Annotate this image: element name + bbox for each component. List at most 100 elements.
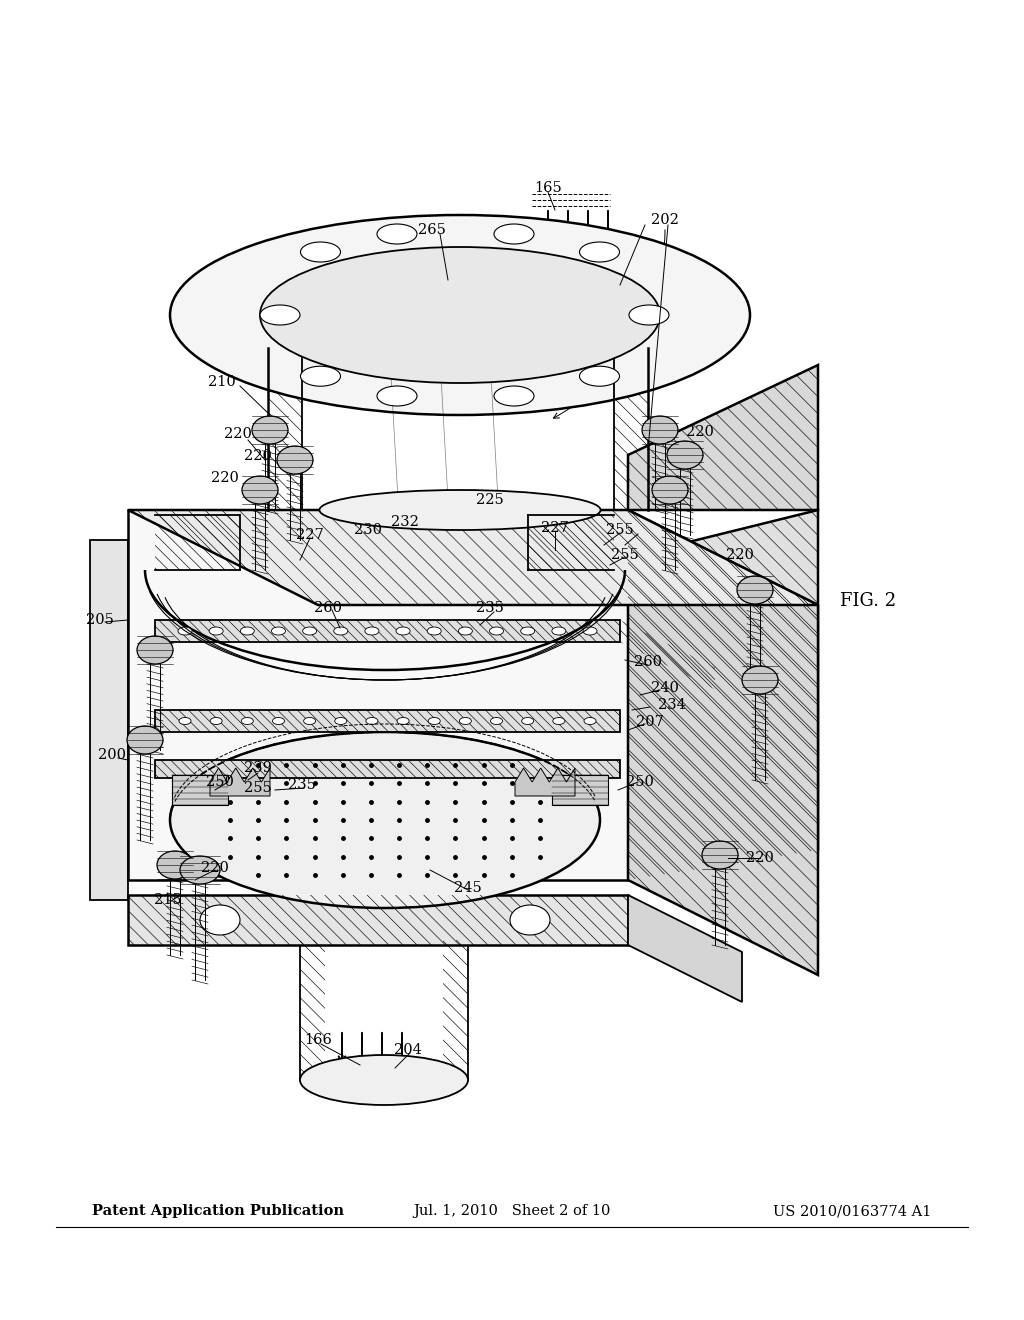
Ellipse shape (157, 851, 193, 879)
Text: x: x (440, 649, 447, 663)
Text: 239: 239 (244, 762, 272, 775)
Ellipse shape (170, 215, 750, 414)
Text: 227: 227 (296, 528, 324, 543)
Text: US 2010/0163774 A1: US 2010/0163774 A1 (773, 1204, 932, 1218)
Ellipse shape (271, 627, 286, 635)
Text: 232: 232 (391, 515, 419, 529)
Ellipse shape (365, 627, 379, 635)
Text: 260: 260 (314, 601, 342, 615)
Polygon shape (552, 775, 608, 805)
Ellipse shape (300, 366, 341, 387)
Ellipse shape (334, 627, 348, 635)
Ellipse shape (521, 718, 534, 725)
Ellipse shape (366, 718, 378, 725)
Ellipse shape (552, 627, 566, 635)
Ellipse shape (319, 490, 601, 531)
Text: Patent Application Publication: Patent Application Publication (92, 1204, 344, 1218)
Text: 220: 220 (244, 449, 272, 463)
Polygon shape (628, 895, 742, 1002)
Ellipse shape (272, 718, 285, 725)
Polygon shape (515, 768, 575, 796)
Ellipse shape (260, 247, 660, 383)
Ellipse shape (460, 718, 471, 725)
Ellipse shape (494, 224, 534, 244)
Ellipse shape (252, 416, 288, 444)
Ellipse shape (179, 718, 191, 725)
Ellipse shape (377, 385, 417, 407)
Text: 165: 165 (535, 181, 562, 195)
Polygon shape (90, 540, 128, 900)
Ellipse shape (494, 385, 534, 407)
Ellipse shape (178, 627, 193, 635)
Ellipse shape (490, 718, 503, 725)
Text: FIG. 2: FIG. 2 (840, 591, 896, 610)
Ellipse shape (200, 906, 240, 935)
Ellipse shape (520, 627, 535, 635)
Ellipse shape (553, 718, 565, 725)
Text: Jul. 1, 2010   Sheet 2 of 10: Jul. 1, 2010 Sheet 2 of 10 (414, 1204, 610, 1218)
Ellipse shape (180, 855, 220, 884)
Text: 200: 200 (98, 748, 126, 762)
Text: 202: 202 (651, 213, 679, 227)
Polygon shape (628, 366, 818, 510)
Ellipse shape (427, 627, 441, 635)
Text: 210: 210 (208, 375, 236, 389)
Text: 220: 220 (211, 471, 239, 484)
Text: 205: 205 (86, 612, 114, 627)
Ellipse shape (742, 667, 778, 694)
Polygon shape (155, 620, 620, 642)
Polygon shape (172, 775, 228, 805)
Ellipse shape (170, 733, 600, 908)
Ellipse shape (377, 224, 417, 244)
Ellipse shape (580, 242, 620, 261)
Text: 220: 220 (726, 548, 754, 562)
Text: 250: 250 (626, 775, 654, 789)
Ellipse shape (584, 718, 596, 725)
Text: y: y (350, 682, 357, 696)
Polygon shape (128, 510, 818, 605)
Text: 220: 220 (686, 425, 714, 440)
Ellipse shape (127, 726, 163, 754)
Ellipse shape (242, 477, 278, 504)
Ellipse shape (209, 627, 223, 635)
Text: 166: 166 (304, 1034, 332, 1047)
Ellipse shape (652, 477, 688, 504)
Ellipse shape (241, 627, 254, 635)
Text: 220: 220 (224, 426, 252, 441)
Ellipse shape (303, 627, 316, 635)
Ellipse shape (397, 718, 409, 725)
Ellipse shape (300, 242, 341, 261)
Ellipse shape (278, 446, 313, 474)
Ellipse shape (583, 627, 597, 635)
Ellipse shape (489, 627, 504, 635)
Text: 235: 235 (476, 601, 504, 615)
Ellipse shape (137, 636, 173, 664)
Ellipse shape (737, 576, 773, 605)
Ellipse shape (459, 627, 472, 635)
Polygon shape (628, 510, 818, 975)
Text: 215: 215 (155, 894, 182, 907)
Text: 255: 255 (611, 548, 639, 562)
Text: 245: 245 (454, 880, 482, 895)
Ellipse shape (210, 718, 222, 725)
Polygon shape (155, 710, 620, 733)
Ellipse shape (303, 718, 315, 725)
Ellipse shape (335, 718, 347, 725)
Polygon shape (128, 895, 628, 945)
Text: 260: 260 (634, 655, 662, 669)
Ellipse shape (300, 1055, 468, 1105)
Text: 227: 227 (541, 521, 569, 535)
Ellipse shape (667, 441, 703, 469)
Text: 265: 265 (418, 223, 445, 238)
Text: 250: 250 (206, 775, 233, 789)
Polygon shape (155, 760, 620, 777)
Text: 220: 220 (746, 851, 774, 865)
Ellipse shape (702, 841, 738, 869)
Ellipse shape (629, 305, 669, 325)
Text: 204: 204 (394, 1043, 422, 1057)
Ellipse shape (242, 718, 253, 725)
Polygon shape (628, 510, 818, 880)
Text: 255: 255 (244, 781, 272, 795)
Ellipse shape (580, 366, 620, 387)
Text: 234: 234 (658, 698, 686, 711)
